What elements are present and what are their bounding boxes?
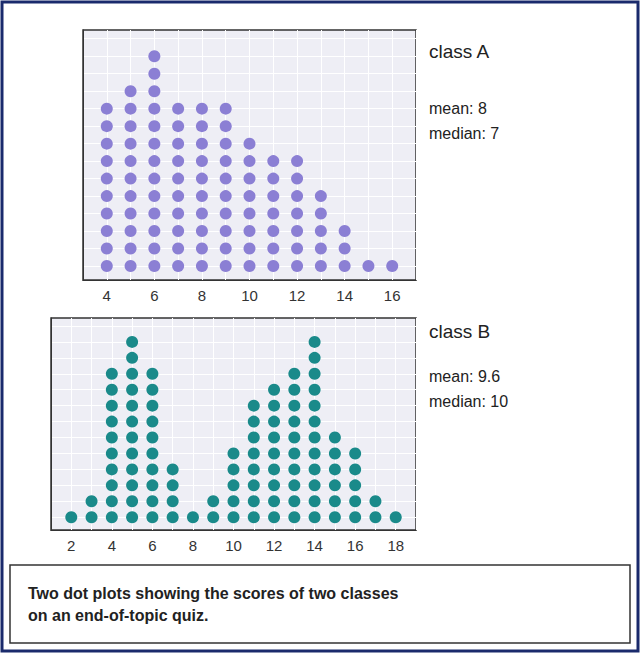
svg-text:10: 10 (225, 537, 242, 554)
svg-text:mean: 9.6: mean: 9.6 (429, 368, 500, 385)
svg-text:class B: class B (429, 321, 490, 342)
svg-text:12: 12 (266, 537, 283, 554)
svg-text:mean: 8: mean: 8 (429, 100, 487, 117)
svg-text:4: 4 (103, 287, 111, 304)
svg-text:2: 2 (67, 537, 75, 554)
svg-text:median: 7: median: 7 (429, 125, 499, 142)
svg-text:6: 6 (148, 537, 156, 554)
svg-text:4: 4 (108, 537, 116, 554)
svg-text:14: 14 (306, 537, 323, 554)
svg-text:16: 16 (384, 287, 401, 304)
svg-text:10: 10 (241, 287, 258, 304)
svg-text:8: 8 (189, 537, 197, 554)
svg-text:8: 8 (198, 287, 206, 304)
svg-text:12: 12 (289, 287, 306, 304)
svg-text:on an end-of-topic quiz.: on an end-of-topic quiz. (28, 607, 208, 624)
svg-text:median: 10: median: 10 (429, 393, 508, 410)
svg-text:6: 6 (150, 287, 158, 304)
svg-text:14: 14 (336, 287, 353, 304)
svg-text:class A: class A (429, 41, 490, 62)
svg-text:18: 18 (387, 537, 404, 554)
svg-text:16: 16 (347, 537, 364, 554)
svg-text:Two dot plots showing the scor: Two dot plots showing the scores of two … (28, 585, 399, 602)
